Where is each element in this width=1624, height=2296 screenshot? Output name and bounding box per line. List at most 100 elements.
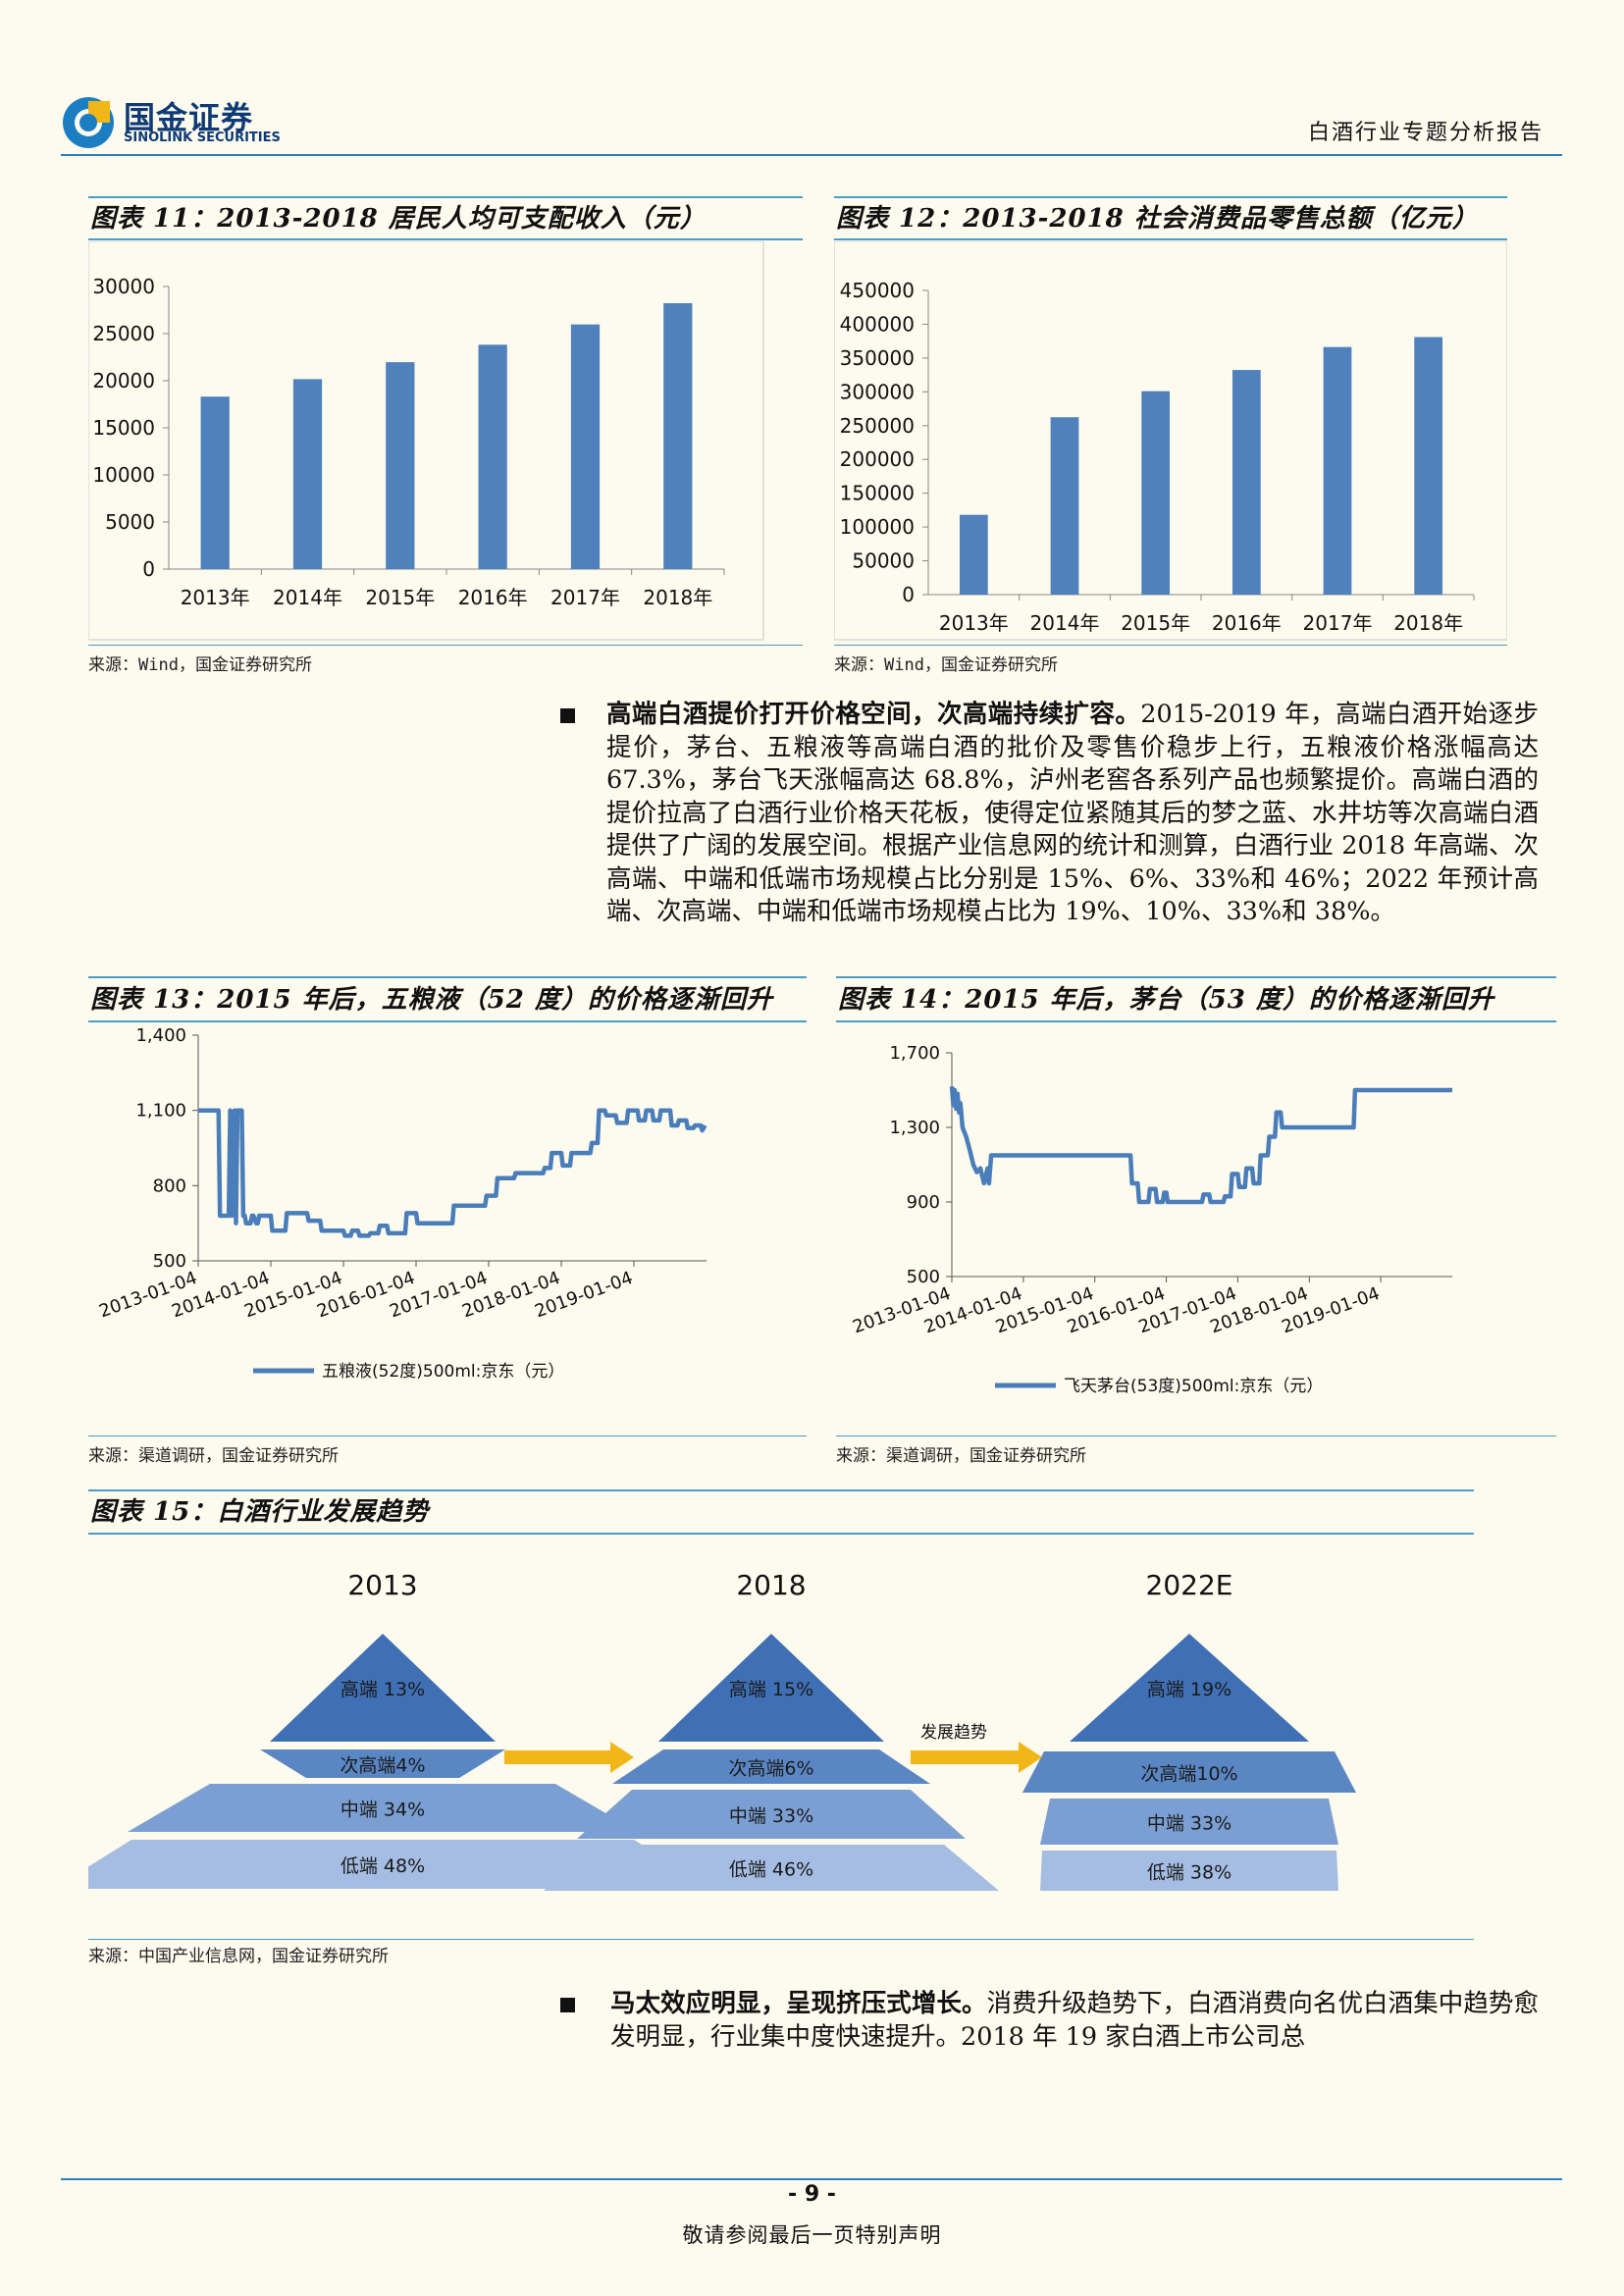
fig14-title: 图表 14：2015 年后，茅台（53 度）的价格逐渐回升 xyxy=(838,985,1494,1015)
pyramid-level-label: 高端 19% xyxy=(1147,1679,1231,1700)
x-tick-label: 2015年 xyxy=(365,586,435,609)
bar xyxy=(1141,391,1171,595)
fig13-bottom-rule xyxy=(88,1435,807,1436)
logo-en: SINOLINK SECURITIES xyxy=(124,130,281,145)
y-tick-label: 1,700 xyxy=(889,1043,940,1064)
y-tick-label: 150000 xyxy=(840,482,915,505)
x-tick-label: 2017年 xyxy=(550,586,620,609)
pyramid-level xyxy=(1022,1751,1356,1793)
pyramid-level-label: 次高端10% xyxy=(1140,1763,1237,1785)
fig14-top-rule xyxy=(836,976,1556,978)
y-tick-label: 15000 xyxy=(92,416,155,440)
fig11-chart: 0 5000 10000 15000 20000 25000 30000 2013年 2014年… xyxy=(88,241,764,641)
legend-label: 飞天茅台(53度)500ml:京东（元） xyxy=(1064,1377,1323,1396)
y-tick-label: 30000 xyxy=(92,275,155,298)
y-tick-label: 500 xyxy=(153,1251,186,1272)
y-tick-label: 450000 xyxy=(840,279,915,302)
bar xyxy=(1231,370,1261,595)
bar xyxy=(478,344,507,569)
fig11-title-rule xyxy=(88,238,803,240)
x-tick-label: 2015年 xyxy=(1121,611,1190,635)
fig13-title-rule xyxy=(88,1020,807,1022)
trend-arrow xyxy=(504,1742,634,1773)
pyramid-level-label: 低端 46% xyxy=(729,1859,813,1881)
report-title: 白酒行业专题分析报告 xyxy=(1307,121,1544,145)
y-tick-label: 250000 xyxy=(840,414,915,438)
fig14-chart: 5009001,3001,7002013-01-042014-01-042015… xyxy=(850,1043,1452,1396)
y-tick-label: 350000 xyxy=(840,346,915,370)
fig11-title: 图表 11：2013-2018 居民人均可支配收入（元） xyxy=(90,204,707,234)
y-tick-label: 0 xyxy=(142,557,155,581)
fig15-diagram: 2013 高端 13% 次高端4% 中端 34% 低端 48% 2018 高端 15% 次高端… xyxy=(88,1569,1356,1891)
fig15-source: 来源：中国产业信息网，国金证券研究所 xyxy=(88,1947,389,1966)
x-tick-label: 2018年 xyxy=(1393,611,1463,635)
y-tick-label: 1,100 xyxy=(135,1101,186,1122)
y-tick-label: 50000 xyxy=(852,549,915,573)
footer-disclaimer: 敬请参阅最后一页特别声明 xyxy=(682,2223,942,2247)
x-tick-label: 2016年 xyxy=(1212,611,1282,635)
page-number: - 9 - xyxy=(788,2182,836,2207)
pyramid-level xyxy=(1040,1851,1338,1891)
pyramid-level-label: 次高端4% xyxy=(340,1755,425,1777)
pyramid-level-label: 高端 13% xyxy=(341,1679,425,1700)
logo-cn: 国金证券 xyxy=(124,99,254,136)
bullet-2 xyxy=(560,1998,575,2012)
bar xyxy=(386,362,415,569)
pyramid-level xyxy=(260,1749,505,1778)
fig12-title: 图表 12：2013-2018 社会消费品零售总额（亿元） xyxy=(836,204,1479,234)
y-tick-label: 100000 xyxy=(840,515,915,539)
x-tick-label: 2013年 xyxy=(939,611,1009,635)
x-tick-label: 2013年 xyxy=(181,586,250,609)
y-tick-label: 20000 xyxy=(92,369,155,392)
fig12-top-rule xyxy=(834,196,1507,198)
paragraph-2-lead: 马太效应明显，呈现挤压式增长。 xyxy=(610,1989,987,2018)
bar xyxy=(1323,346,1352,595)
y-tick-label: 0 xyxy=(902,583,915,606)
paragraph-1-body: 2015-2019 年，高端白酒开始逐步提价，茅台、五粮液等高端白酒的批价及零售… xyxy=(606,700,1539,926)
fig14-source: 来源：渠道调研，国金证券研究所 xyxy=(836,1446,1086,1466)
pyramid-year: 2018 xyxy=(736,1569,806,1601)
x-tick-label: 2017年 xyxy=(1303,611,1373,635)
fig13-chart: 5008001,1001,4002013-01-042014-01-042015… xyxy=(96,1025,707,1382)
chart-frame xyxy=(88,241,764,641)
logo-icon xyxy=(63,97,114,148)
legend-label: 五粮液(52度)500ml:京东（元） xyxy=(322,1362,564,1382)
pyramid-level xyxy=(1040,1799,1338,1845)
pyramid-level-label: 中端 33% xyxy=(729,1805,813,1827)
y-tick-label: 1,300 xyxy=(889,1118,940,1138)
fig11-top-rule xyxy=(88,196,803,198)
company-logo: 国金证券 SINOLINK SECURITIES xyxy=(61,93,301,152)
pyramid-level xyxy=(128,1784,638,1832)
x-tick-label: 2018年 xyxy=(643,586,712,609)
fig14-bottom-rule xyxy=(836,1435,1556,1436)
bar xyxy=(1414,337,1443,595)
bullet-1 xyxy=(560,708,575,723)
header-rule xyxy=(61,154,1562,156)
bar xyxy=(292,379,323,569)
pyramid-level-label: 低端 48% xyxy=(341,1855,425,1877)
y-tick-label: 25000 xyxy=(92,322,155,345)
fig12-source: 来源：Wind，国金证券研究所 xyxy=(834,655,1058,675)
pyramid-level-label: 中端 33% xyxy=(1147,1813,1231,1835)
y-tick-label: 10000 xyxy=(92,463,155,487)
pyramid-level xyxy=(270,1634,496,1742)
pyramid-level-label: 高端 15% xyxy=(729,1679,813,1700)
paragraph-1: 高端白酒提价打开价格空间，次高端持续扩容。2015-2019 年，高端白酒开始逐… xyxy=(606,699,1539,929)
fig15-title-rule xyxy=(88,1533,1474,1535)
fig11-source: 来源：Wind，国金证券研究所 xyxy=(88,655,312,675)
fig15-top-rule xyxy=(88,1489,1474,1491)
chart-frame xyxy=(834,241,1507,641)
fig11-bottom-rule xyxy=(88,645,803,646)
x-tick-label: 2014年 xyxy=(273,586,342,609)
bar xyxy=(570,324,601,569)
trend-arrow xyxy=(911,1742,1042,1773)
paragraph-2: 马太效应明显，呈现挤压式增长。消费升级趋势下，白酒消费向名优白酒集中趋势愈发明显… xyxy=(610,1988,1539,2054)
paragraph-2-body: 消费升级趋势下，白酒消费向名优白酒集中趋势愈发明显，行业集中度快速提升。2018… xyxy=(610,1989,1539,2052)
pyramid-level xyxy=(658,1634,884,1742)
bar xyxy=(1050,417,1079,595)
y-tick-label: 300000 xyxy=(840,380,915,403)
bar xyxy=(959,514,988,595)
fig12-title-rule xyxy=(834,238,1507,240)
y-tick-label: 1,400 xyxy=(135,1025,186,1046)
paragraph-1-lead: 高端白酒提价打开价格空间，次高端持续扩容。 xyxy=(606,700,1141,729)
